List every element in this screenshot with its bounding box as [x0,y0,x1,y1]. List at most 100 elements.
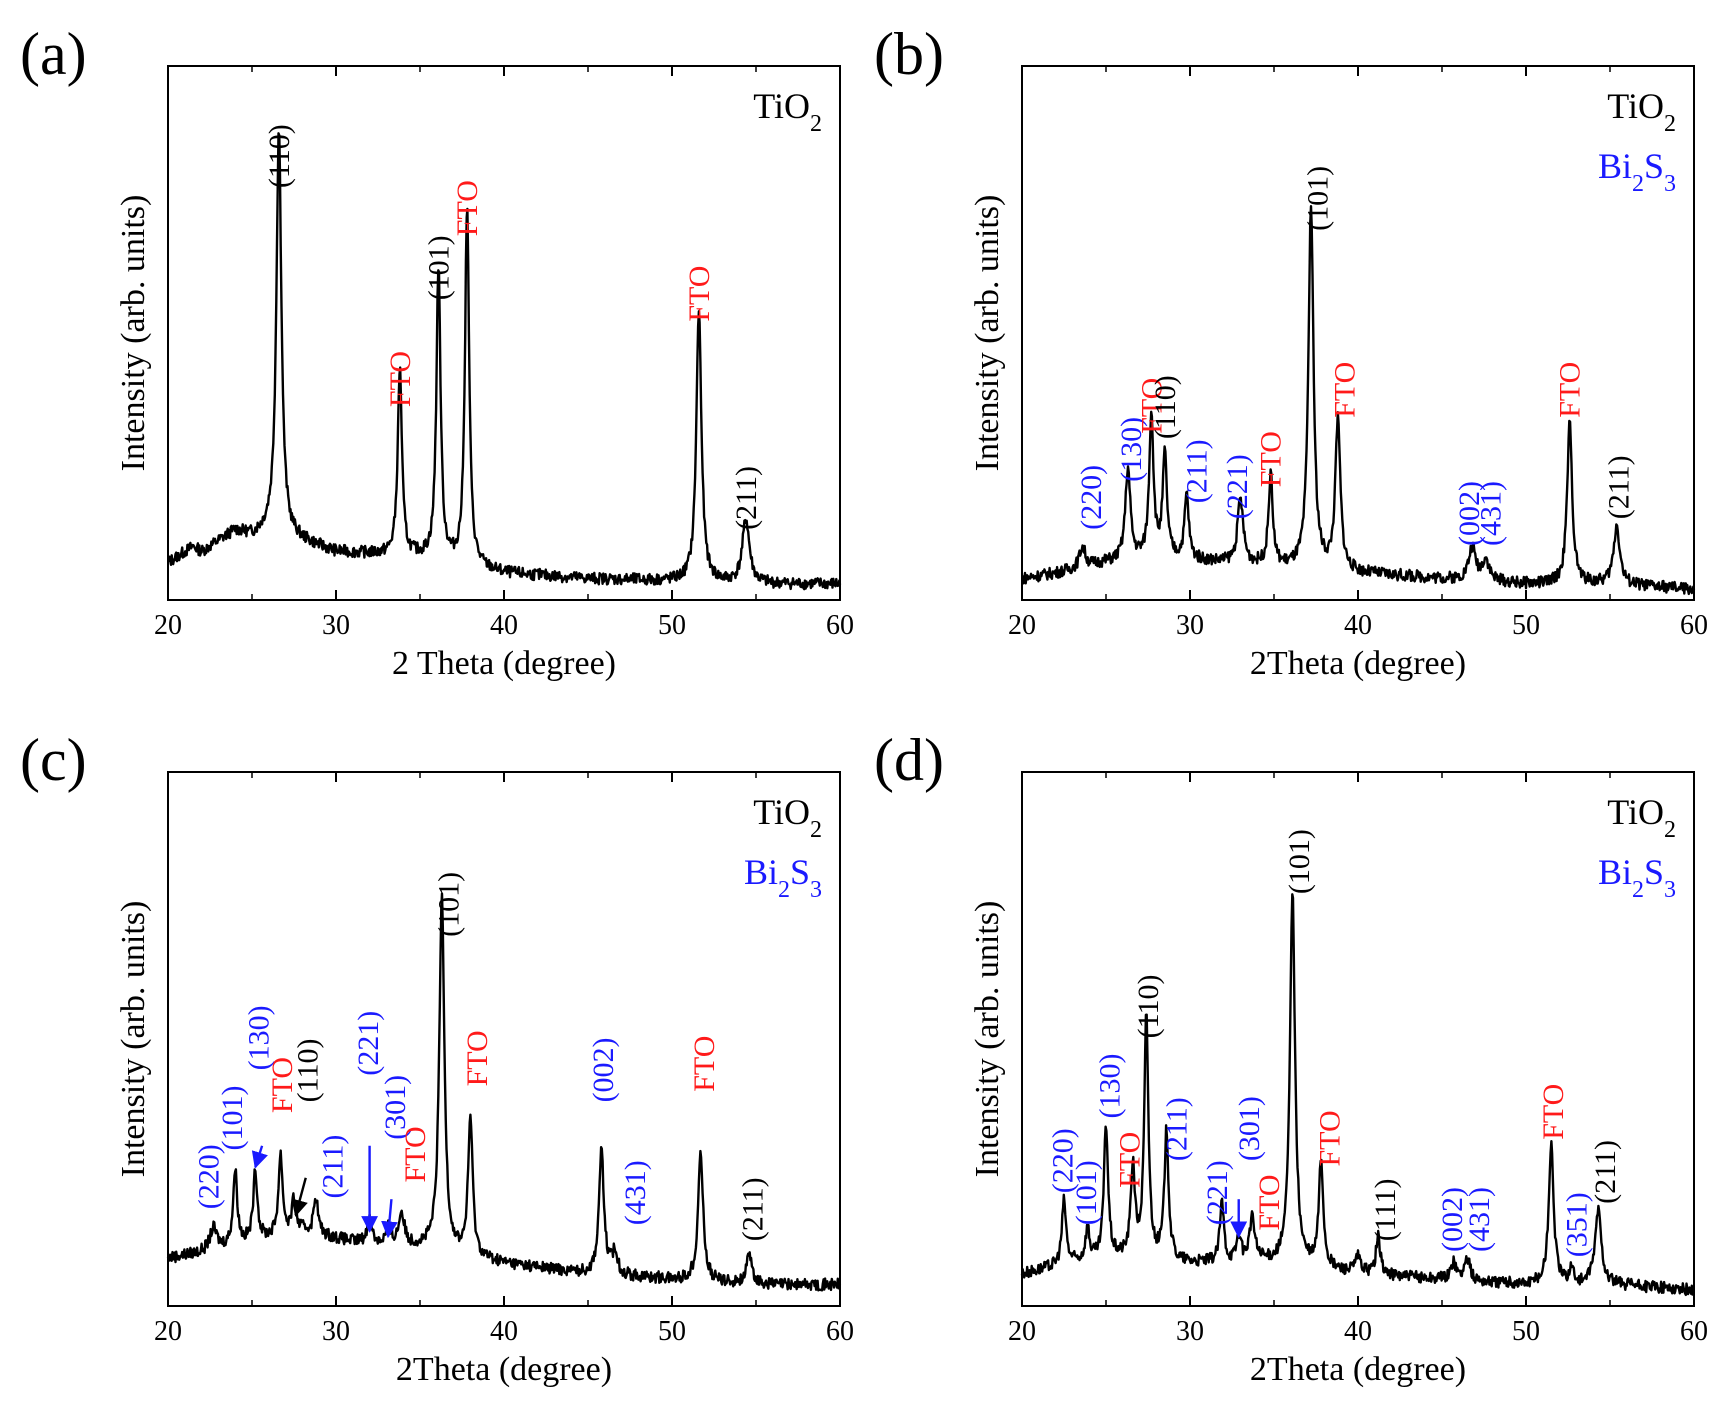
panel-label: (b) [874,21,944,87]
peak-label: (431) [619,1160,652,1225]
x-tick-label: 40 [490,1316,518,1347]
peak-label: FTO [1537,1084,1570,1140]
peak-label: FTO [1554,362,1587,418]
peak-label: FTO [683,266,716,322]
peak-label: (220) [192,1144,225,1209]
peak-label: (101) [216,1085,249,1150]
peak-label: (110) [1132,974,1165,1038]
peak-label: (101) [1302,166,1335,231]
peak-label: FTO [451,180,484,236]
xrd-spectrum-line [1021,205,1696,596]
x-tick-label: 20 [1008,610,1036,641]
panel-label: (c) [20,727,87,793]
peak-label: FTO [1253,1174,1286,1230]
peak-arrow [251,1145,268,1169]
peak-label: (101) [433,872,466,937]
peak-label: FTO [1255,431,1288,487]
x-tick-label: 60 [826,1316,854,1347]
peak-label: FTO [384,351,417,407]
x-tick-label: 30 [322,610,350,641]
x-tick-label: 40 [1344,1316,1372,1347]
peak-label: (301) [1233,1096,1266,1161]
panel-b: 20 30 40 50 60 2Theta (degree) Intensity (arb.… [874,21,1708,682]
peak-label: FTO [461,1030,494,1086]
axes-frame [1021,65,1695,601]
peak-label: FTO [266,1057,299,1113]
peak-label: (211) [1602,455,1635,519]
x-axis-label: 2Theta (degree) [1250,1351,1466,1388]
peak-label: (211) [1181,439,1214,503]
y-axis-label: Intensity (arb. units) [115,195,152,472]
peak-label: (110) [1149,375,1182,439]
x-tick-label: 40 [490,610,518,641]
x-tick-label: 20 [154,610,182,641]
peak-arrow [381,1199,398,1239]
peak-label: (220) [1075,465,1108,530]
panel-label: (d) [874,727,944,793]
peak-label: (211) [317,1135,350,1199]
peak-arrow [291,1177,308,1217]
peak-label: (211) [1161,1097,1194,1161]
peak-label: FTO [399,1126,432,1182]
x-tick-label: 60 [1680,610,1708,641]
panel-label: (a) [20,21,87,87]
x-axis-label: 2Theta (degree) [396,1351,612,1388]
peak-label: (110) [263,124,296,188]
legend-entry: Bi2S3 [1598,146,1676,197]
peak-label: (130) [1093,1053,1126,1118]
peak-label: (220) [1046,1128,1079,1193]
peak-label: (211) [1589,1140,1622,1204]
peak-label: (110) [291,1039,324,1103]
legend-entry: Bi2S3 [1598,852,1676,903]
xrd-spectrum-line [166,132,842,591]
peak-label: (002) [587,1037,620,1102]
legend-entry: TiO2 [1607,86,1676,137]
peak-label: (130) [243,1005,276,1070]
panel-a: 20 30 40 50 60 2 Theta (degree) Intensity (arb… [20,21,854,682]
x-tick-label: 40 [1344,610,1372,641]
xrd-spectrum-line [166,892,842,1292]
peak-label: (221) [352,1011,385,1076]
peak-label: (431) [1463,1187,1496,1252]
y-axis-label: Intensity (arb. units) [969,901,1006,1178]
xrd-spectrum-line [1020,893,1695,1297]
x-tick-label: 30 [322,1316,350,1347]
peak-label: FTO [1313,1110,1346,1166]
x-tick-label: 60 [1680,1316,1708,1347]
legend-entry: Bi2S3 [744,852,822,903]
peak-label: (002) [1453,481,1486,546]
x-axis-label: 2 Theta (degree) [392,645,616,682]
peak-label: (101) [1070,1160,1103,1225]
x-tick-label: 20 [154,1316,182,1347]
x-tick-label: 30 [1176,1316,1204,1347]
peak-label: FTO [1135,378,1168,434]
x-tick-label: 50 [1512,610,1540,641]
x-tick-label: 20 [1008,1316,1036,1347]
y-axis-label: Intensity (arb. units) [969,195,1006,472]
x-tick-label: 60 [826,610,854,641]
peak-label: (111) [1369,1178,1402,1241]
panel-d: 20 30 40 50 60 2Theta (degree) Intensity (arb.… [874,727,1708,1388]
peak-label: (130) [1115,417,1148,482]
peak-label: (211) [730,466,763,530]
y-axis-label: Intensity (arb. units) [115,901,152,1178]
peak-label: (002) [1436,1187,1469,1252]
x-tick-label: 50 [1512,1316,1540,1347]
legend-entry: TiO2 [753,792,822,843]
peak-label: (301) [379,1075,412,1140]
peak-label: FTO [688,1036,721,1092]
x-tick-label: 50 [658,610,686,641]
legend-entry: TiO2 [753,86,822,137]
x-tick-label: 50 [658,1316,686,1347]
peak-label: (101) [422,235,455,300]
peak-label: (101) [1283,829,1316,894]
x-tick-label: 30 [1176,610,1204,641]
x-axis-label: 2Theta (degree) [1250,645,1466,682]
peak-label: (211) [737,1177,770,1241]
panel-c: 20 30 40 50 60 2Theta (degree) Intensity (arb.… [20,727,854,1388]
peak-label: FTO [1114,1132,1147,1188]
peak-label: (431) [1475,481,1508,546]
peak-label: (221) [1201,1160,1234,1225]
peak-label: (351) [1560,1192,1593,1257]
